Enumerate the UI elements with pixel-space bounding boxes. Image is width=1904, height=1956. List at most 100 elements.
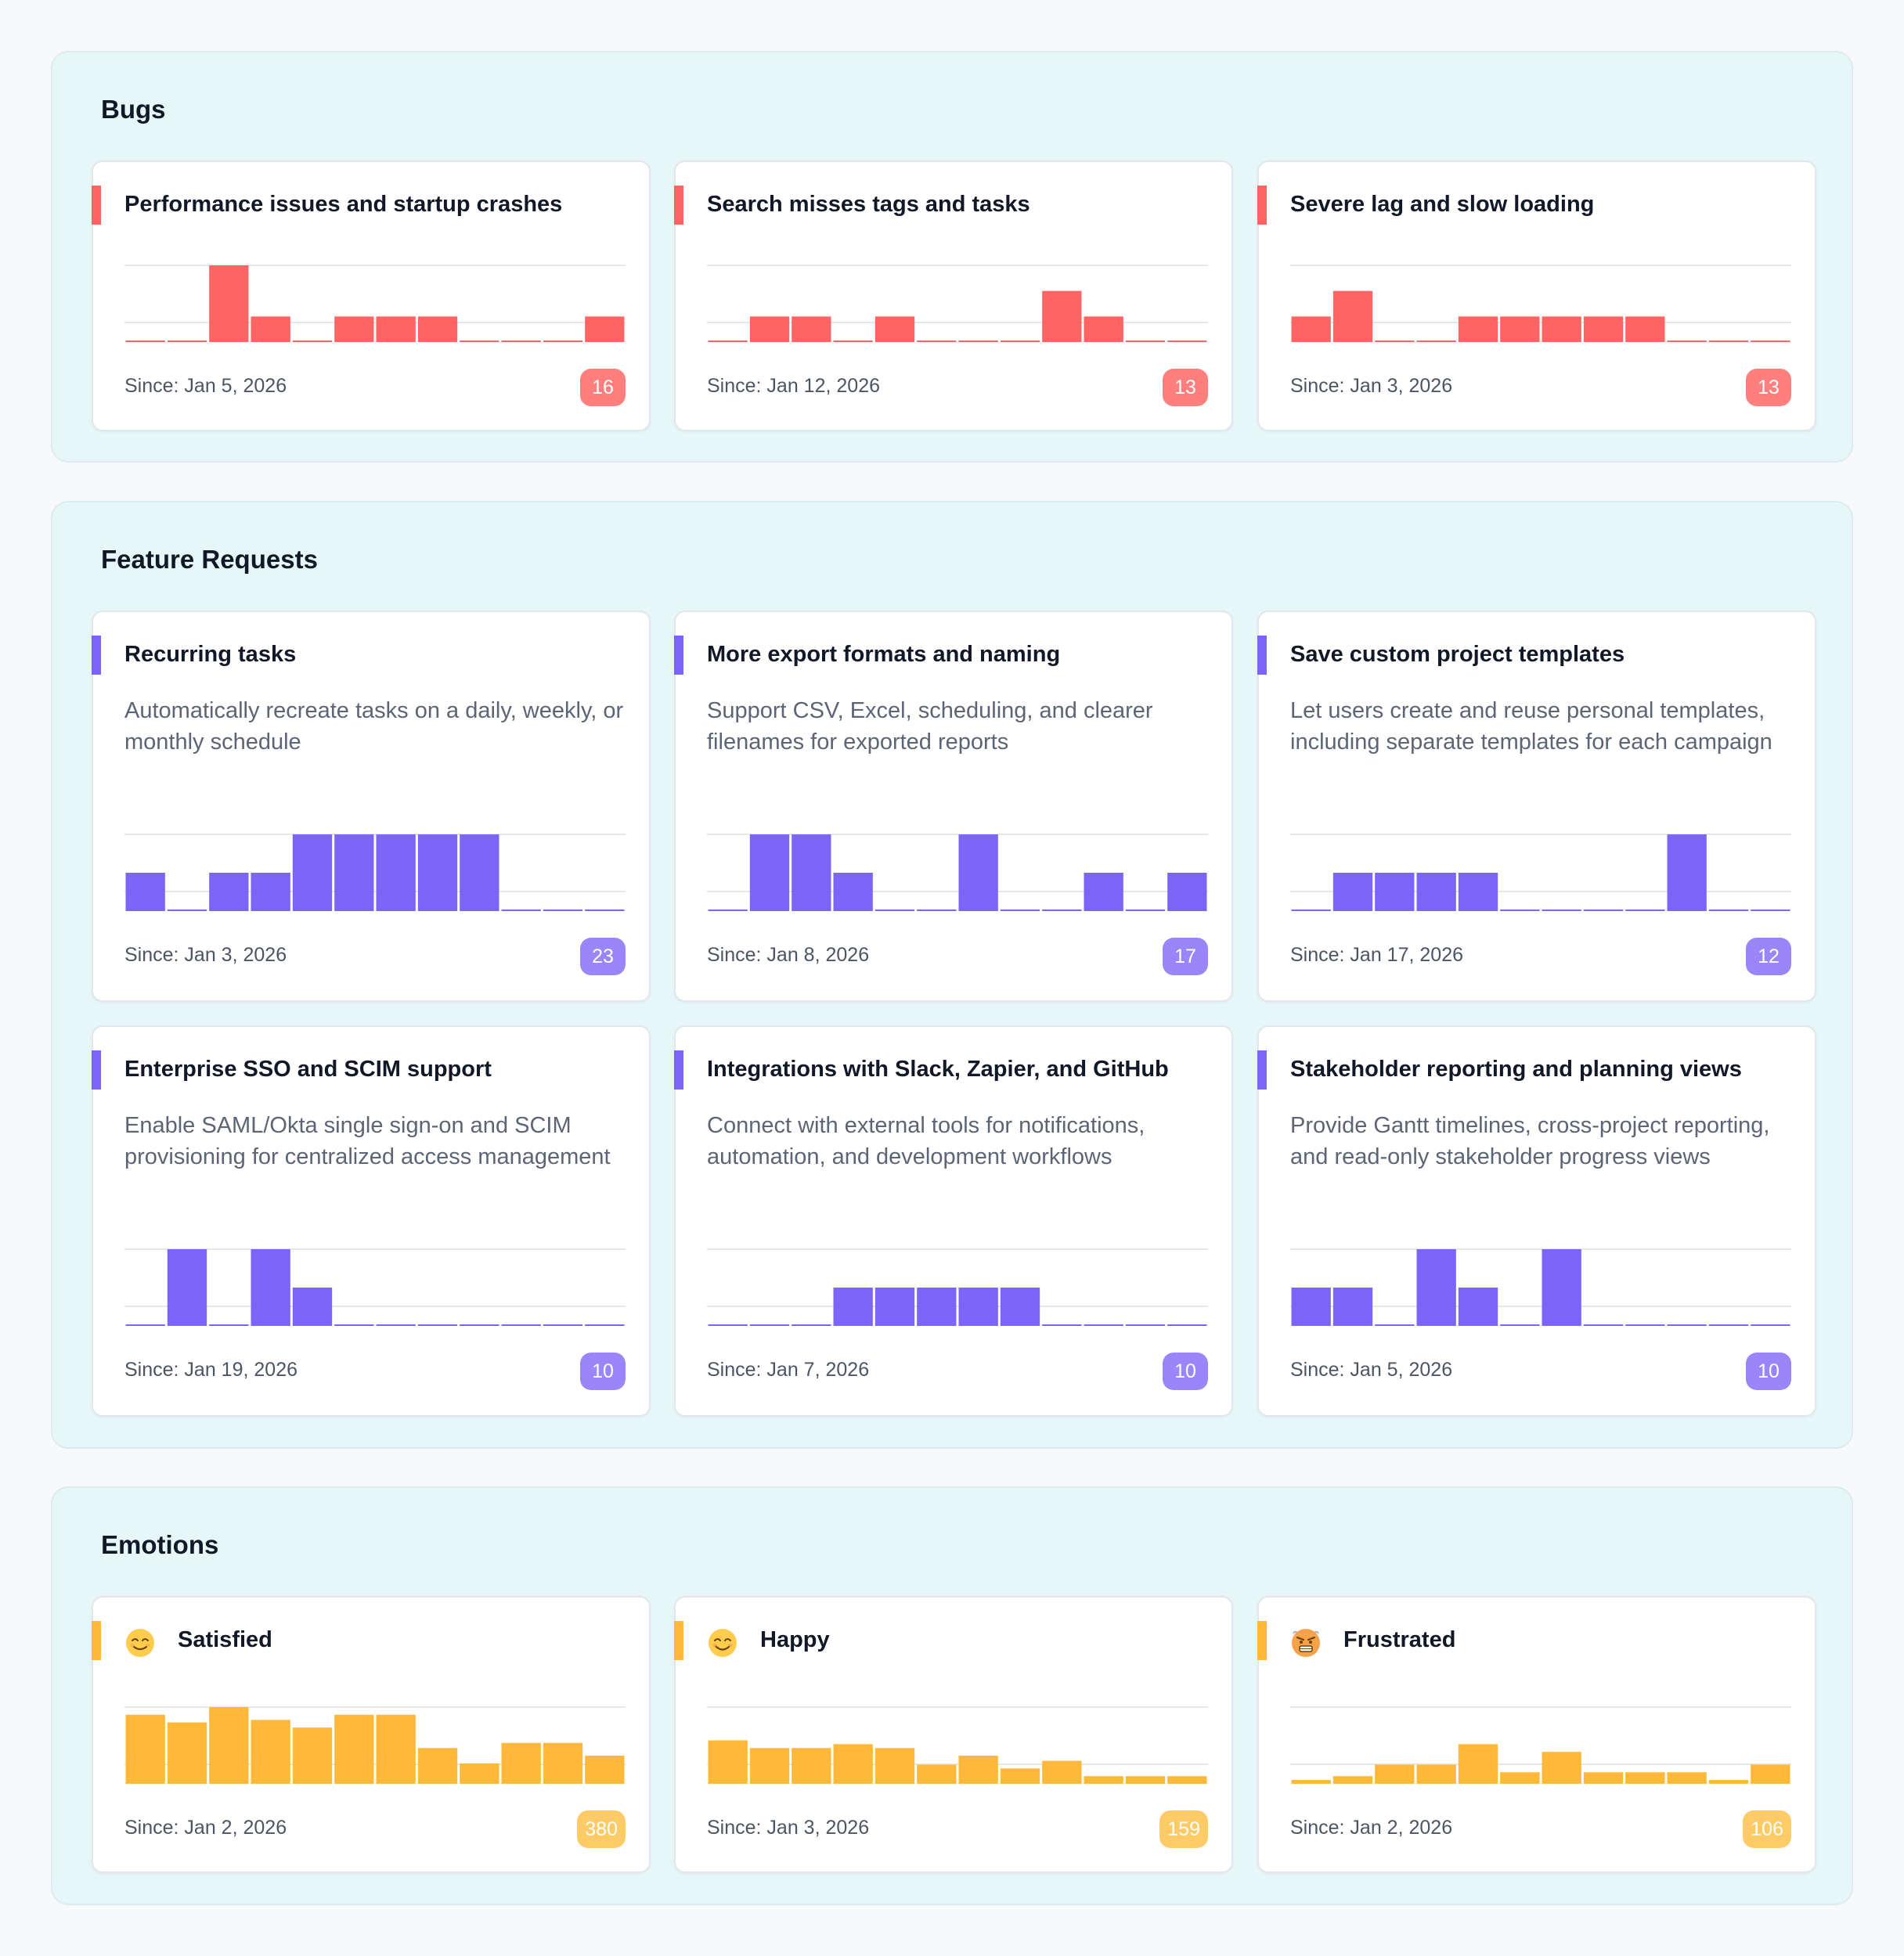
since-date: Since: Jan 5, 2026: [1290, 1359, 1453, 1381]
chart-bar: [874, 1288, 915, 1326]
card-description: Provide Gantt timelines, cross-project r…: [1290, 1113, 1770, 1169]
chart-bar: [958, 1288, 998, 1326]
feature-card[interactable]: Enterprise SSO and SCIM support Enable S…: [92, 1025, 651, 1417]
chart-bar-zero: [167, 910, 207, 911]
chart-bar: [1291, 1288, 1331, 1326]
chart-bar: [1084, 1776, 1123, 1784]
chart-bar: [167, 1722, 207, 1784]
chart-bar-zero: [1416, 340, 1456, 342]
chart-bar: [1458, 1288, 1498, 1326]
chart-bar-zero: [501, 340, 541, 342]
chart-bar: [376, 834, 416, 911]
chart-bar: [1291, 1780, 1331, 1784]
chart-bar: [958, 1756, 998, 1784]
chart-bar-zero: [501, 910, 541, 911]
chart-bar: [833, 1288, 873, 1326]
chart-bar: [209, 265, 249, 342]
bug-card[interactable]: Performance issues and startup crashes S…: [92, 160, 651, 431]
chart-bar-zero: [917, 340, 957, 342]
since-date: Since: Jan 5, 2026: [124, 375, 287, 397]
trend-chart: [707, 1706, 1208, 1784]
chart-bar: [1583, 1772, 1624, 1784]
chart-bar: [1000, 1768, 1040, 1784]
emotion-card[interactable]: Happy Since: Jan 3, 2026 159: [674, 1596, 1233, 1873]
section-feature-requests: Feature Requests Recurring tasks Automat…: [51, 501, 1853, 1449]
chart-bar-zero: [1751, 340, 1790, 342]
card-title: Integrations with Slack, Zapier, and Git…: [707, 1057, 1169, 1082]
chart-bar-zero: [167, 340, 207, 342]
since-date: Since: Jan 12, 2026: [707, 375, 880, 397]
card-title: Save custom project templates: [1290, 642, 1625, 667]
since-date: Since: Jan 2, 2026: [124, 1817, 287, 1839]
chart-bar: [334, 834, 374, 911]
feature-card[interactable]: Save custom project templates Let users …: [1257, 611, 1816, 1002]
chart-bar: [1084, 316, 1123, 342]
chart-bar-zero: [1583, 910, 1624, 911]
bug-card[interactable]: Search misses tags and tasks Since: Jan …: [674, 160, 1233, 431]
card-description: Let users create and reuse personal temp…: [1290, 698, 1772, 755]
chart-bar-zero: [585, 910, 625, 911]
emotion-card[interactable]: Frustrated Since: Jan 2, 2026 106: [1257, 1596, 1816, 1873]
chart-bar: [874, 1748, 915, 1784]
feature-card[interactable]: Recurring tasks Automatically recreate t…: [92, 611, 651, 1002]
chart-bar-zero: [1751, 1324, 1790, 1326]
card-accent: [92, 636, 101, 675]
trend-chart: [124, 1248, 626, 1326]
card-accent: [674, 636, 683, 675]
chart-bar: [460, 1763, 499, 1784]
chart-bar: [1625, 1772, 1665, 1784]
chart-bar-zero: [1167, 340, 1207, 342]
chart-bar: [1042, 290, 1082, 342]
since-date: Since: Jan 2, 2026: [1290, 1817, 1453, 1839]
since-date: Since: Jan 3, 2026: [707, 1817, 870, 1839]
chart-bar-zero: [1000, 910, 1040, 911]
count-badge: 380: [577, 1810, 626, 1848]
chart-bar: [792, 316, 831, 342]
trend-chart: [1290, 1706, 1791, 1784]
chart-bar: [1458, 1744, 1498, 1784]
chart-bar: [833, 873, 873, 911]
feature-card[interactable]: More export formats and naming Support C…: [674, 611, 1233, 1002]
count-badge: 10: [1746, 1353, 1791, 1390]
card-title: Performance issues and startup crashes: [124, 192, 563, 217]
feature-card[interactable]: Integrations with Slack, Zapier, and Git…: [674, 1025, 1233, 1417]
section-title: Feature Requests: [101, 545, 318, 574]
chart-bar: [749, 316, 790, 342]
chart-bar: [1416, 873, 1456, 911]
chart-bar: [417, 316, 458, 342]
chart-bar-zero: [543, 1324, 583, 1326]
chart-bar-zero: [1500, 1324, 1540, 1326]
bug-card[interactable]: Severe lag and slow loading Since: Jan 3…: [1257, 160, 1816, 431]
card-accent: [1257, 636, 1267, 675]
section-title: Bugs: [101, 95, 166, 124]
chart-bar-zero: [1125, 910, 1166, 911]
chart-bar: [251, 1249, 290, 1326]
card-description: Enable SAML/Okta single sign-on and SCIM…: [124, 1113, 611, 1169]
chart-bar: [1751, 1764, 1790, 1784]
feature-card[interactable]: Stakeholder reporting and planning views…: [1257, 1025, 1816, 1417]
chart-bar: [874, 316, 915, 342]
chart-bar: [958, 834, 998, 911]
chart-bar-zero: [958, 340, 998, 342]
chart-bar: [167, 1249, 207, 1326]
chart-bar-zero: [292, 340, 333, 342]
chart-bar: [917, 1288, 957, 1326]
chart-bar: [292, 834, 333, 911]
chart-bar: [209, 873, 249, 911]
chart-bar-zero: [1375, 340, 1415, 342]
chart-bar: [833, 1744, 873, 1784]
since-date: Since: Jan 7, 2026: [707, 1359, 870, 1381]
chart-bar: [417, 834, 458, 911]
chart-bar: [1458, 316, 1498, 342]
since-date: Since: Jan 8, 2026: [707, 944, 870, 966]
emotion-card[interactable]: Satisfied Since: Jan 2, 2026 380: [92, 1596, 651, 1873]
chart-bar: [1625, 316, 1665, 342]
chart-bar-zero: [1542, 910, 1581, 911]
chart-bar: [209, 1707, 249, 1784]
chart-bar: [1125, 1776, 1166, 1784]
chart-bar-zero: [1042, 1324, 1082, 1326]
chart-bar-zero: [1291, 910, 1331, 911]
card-accent: [1257, 1621, 1267, 1660]
chart-bar-zero: [1125, 1324, 1166, 1326]
card-title: Enterprise SSO and SCIM support: [124, 1057, 492, 1082]
